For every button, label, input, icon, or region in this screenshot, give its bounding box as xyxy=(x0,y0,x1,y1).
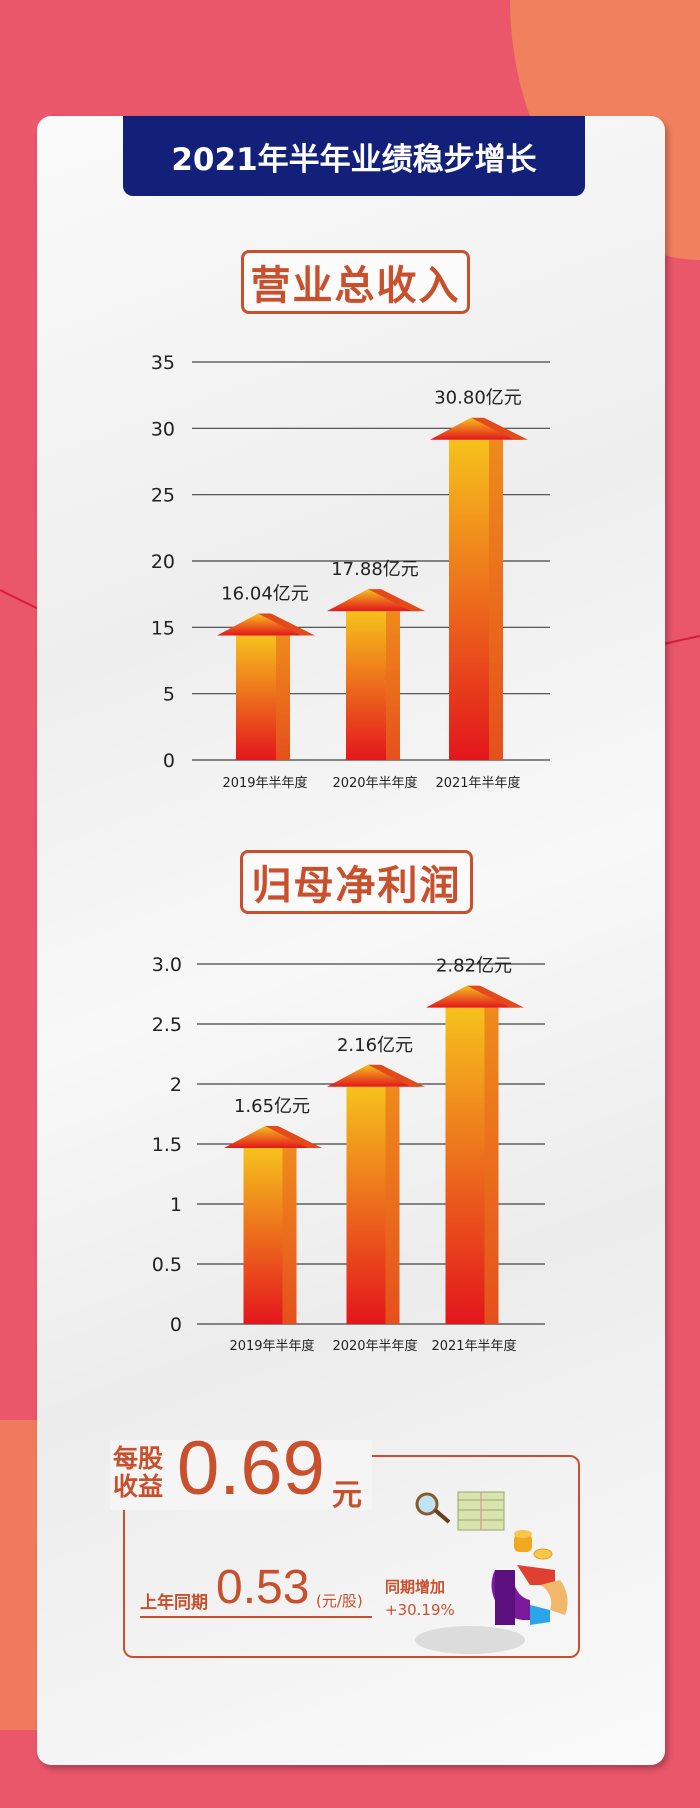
data-label: 1.65亿元 xyxy=(234,1096,310,1117)
y-tick-label: 2.5 xyxy=(152,1014,182,1036)
growth-label: 同期增加 xyxy=(385,1578,446,1596)
x-tick-label: 2021年半年度 xyxy=(431,1338,516,1354)
y-tick-label: 2 xyxy=(170,1074,182,1096)
arrow-head-side xyxy=(467,985,524,1008)
y-tick-label: 1.5 xyxy=(152,1134,182,1156)
arrow-bar xyxy=(449,439,489,760)
y-tick-label: 0 xyxy=(170,1314,182,1336)
x-tick-label: 2019年半年度 xyxy=(229,1338,314,1354)
arrow-bar-side xyxy=(276,635,290,760)
magnifier-icon xyxy=(415,1492,451,1524)
arrow-head xyxy=(224,1126,316,1148)
arrow-head xyxy=(327,589,419,612)
coins-icon xyxy=(514,1530,553,1560)
arrow-head-side xyxy=(471,417,528,440)
y-tick-label: 20 xyxy=(151,551,175,573)
x-tick-label: 2020年半年度 xyxy=(332,1338,417,1354)
prev-unit: (元/股) xyxy=(316,1592,363,1610)
arrow-head xyxy=(426,985,518,1008)
x-tick-label: 2021年半年度 xyxy=(435,775,520,791)
arrow-bar-side xyxy=(386,611,400,760)
arrow-bar-side xyxy=(385,1086,400,1324)
arrow-head xyxy=(327,1064,419,1087)
arrow-head-side xyxy=(258,613,315,636)
eps-label: 每股 收益 xyxy=(113,1444,164,1501)
data-label: 30.80亿元 xyxy=(434,388,522,409)
y-tick-label: 35 xyxy=(151,352,175,374)
y-tick-label: 30 xyxy=(151,418,175,440)
page-title: 2021年半年业绩稳步增长 xyxy=(123,116,585,196)
arrow-head xyxy=(430,417,522,440)
eps-unit: 元 xyxy=(332,1478,362,1513)
y-tick-label: 1 xyxy=(170,1194,182,1216)
data-label: 17.88亿元 xyxy=(331,559,419,580)
y-tick-label: 5 xyxy=(163,684,175,706)
arrow-bar xyxy=(236,635,276,760)
arrow-bar xyxy=(346,1086,386,1324)
finance-illustration xyxy=(415,1491,568,1654)
y-tick-label: 0 xyxy=(163,750,175,772)
y-tick-label: 0.5 xyxy=(152,1254,182,1276)
x-tick-label: 2020年半年度 xyxy=(332,775,417,791)
data-label: 2.16亿元 xyxy=(337,1035,413,1056)
data-label: 2.82亿元 xyxy=(436,956,512,977)
divider xyxy=(140,1616,372,1618)
arrow-bar xyxy=(243,1148,283,1324)
profit-title: 归母净利润 xyxy=(240,842,482,914)
prev-label: 上年同期 xyxy=(140,1593,208,1613)
money-stack-icon xyxy=(457,1491,505,1531)
arrow-head xyxy=(217,613,309,636)
growth-value: +30.19% xyxy=(385,1601,455,1619)
prev-value: 0.53 xyxy=(216,1561,310,1614)
arrow-bar-side xyxy=(489,439,503,760)
arrow-head-side xyxy=(368,1064,425,1087)
arrow-bar xyxy=(346,611,386,760)
data-label: 16.04亿元 xyxy=(221,584,309,605)
arrow-head-side xyxy=(368,589,425,612)
arrow-head-side xyxy=(265,1126,322,1148)
arrow-bar-side xyxy=(484,1007,499,1324)
x-tick-label: 2019年半年度 xyxy=(222,775,307,791)
arrow-bar xyxy=(445,1007,485,1324)
y-tick-label: 25 xyxy=(151,485,175,507)
pie-chart-icon xyxy=(491,1565,568,1625)
arrow-bar-side xyxy=(282,1148,297,1324)
y-tick-label: 3.0 xyxy=(152,954,182,976)
y-tick-label: 15 xyxy=(151,617,175,639)
eps-value: 0.69 xyxy=(177,1426,325,1511)
